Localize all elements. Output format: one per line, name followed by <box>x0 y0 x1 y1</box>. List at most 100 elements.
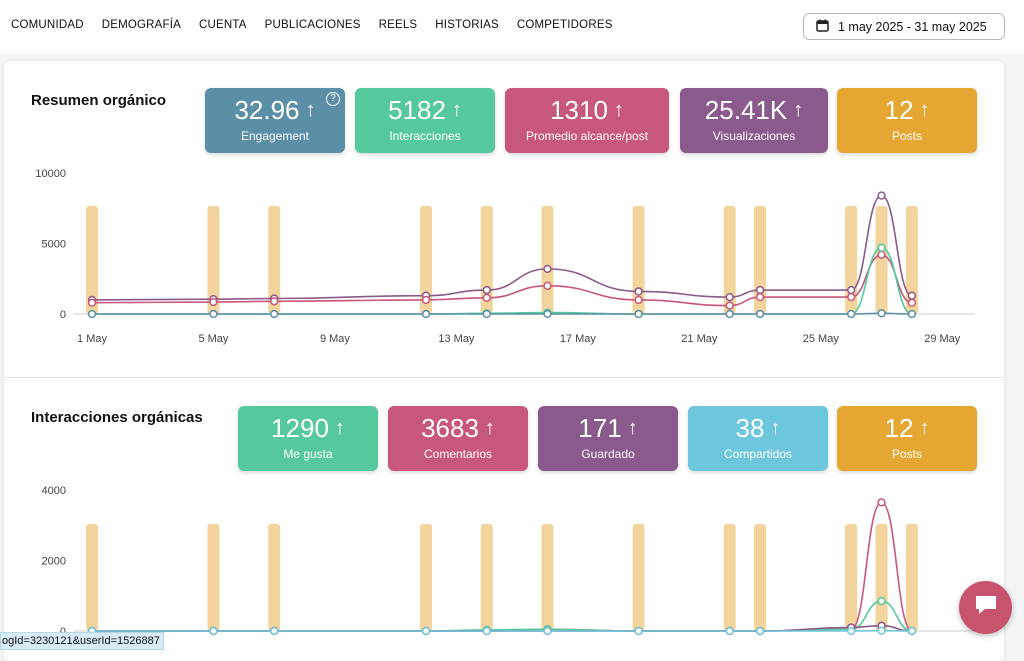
kpi-label: Compartidos <box>688 447 828 461</box>
tab-comunidad[interactable]: COMUNIDAD <box>11 19 84 31</box>
dashboard-card: Resumen orgánico 32.96↑ Engagement ? 518… <box>4 61 1004 661</box>
tab-competidores[interactable]: COMPETIDORES <box>517 19 613 31</box>
data-point <box>726 628 733 635</box>
data-point <box>423 628 430 635</box>
tab-reels[interactable]: REELS <box>379 19 418 31</box>
y-tick-label: 10000 <box>35 168 66 180</box>
kpi-me-gusta[interactable]: 1290↑ Me gusta <box>238 406 378 471</box>
help-icon[interactable]: ? <box>326 92 340 106</box>
top-navigation: COMUNIDAD DEMOGRAFÍA CUENTA PUBLICACIONE… <box>0 0 1024 54</box>
kpi-comentarios[interactable]: 3683↑ Comentarios <box>388 406 528 471</box>
data-point <box>757 287 764 294</box>
data-point <box>483 311 490 318</box>
calendar-icon <box>816 19 829 35</box>
y-tick-label: 2000 <box>42 556 66 568</box>
data-point <box>878 244 885 251</box>
arrow-up-icon: ↑ <box>335 413 345 443</box>
kpi-label: Posts <box>837 447 977 461</box>
data-point <box>848 294 855 301</box>
x-tick-label: 17 May <box>560 333 597 345</box>
data-point <box>271 628 278 635</box>
data-point <box>878 499 885 506</box>
data-point <box>726 311 733 318</box>
data-point <box>757 628 764 635</box>
kpi-promedio-alcance[interactable]: 1310↑ Promedio alcance/post <box>505 88 669 153</box>
x-tick-label: 5 May <box>198 333 228 345</box>
x-tick-label: 21 May <box>681 333 718 345</box>
post-bar <box>906 524 918 631</box>
kpi-guardado[interactable]: 171↑ Guardado <box>538 406 678 471</box>
arrow-up-icon: ↑ <box>919 413 929 443</box>
arrow-up-icon: ↑ <box>793 95 803 125</box>
post-bar <box>754 524 766 631</box>
data-point <box>757 311 764 318</box>
y-tick-label: 0 <box>60 309 66 321</box>
data-point <box>483 628 490 635</box>
kpi-label: Engagement <box>205 129 345 143</box>
arrow-up-icon: ↑ <box>770 413 780 443</box>
data-point <box>483 287 490 294</box>
data-point <box>848 628 855 635</box>
post-bar <box>207 524 219 631</box>
kpi-value: 5182 <box>388 95 446 125</box>
x-tick-label: 9 May <box>320 333 350 345</box>
data-point <box>878 251 885 258</box>
arrow-up-icon: ↑ <box>614 95 624 125</box>
kpi-engagement[interactable]: 32.96↑ Engagement ? <box>205 88 345 153</box>
data-point <box>210 311 217 318</box>
kpi-interacciones[interactable]: 5182↑ Interacciones <box>355 88 495 153</box>
data-point <box>726 294 733 301</box>
tab-cuenta[interactable]: CUENTA <box>199 19 247 31</box>
kpi-label: Visualizaciones <box>680 129 828 143</box>
y-tick-label: 5000 <box>42 239 66 251</box>
kpi-label: Posts <box>837 129 977 143</box>
kpi-label: Me gusta <box>238 447 378 461</box>
resumen-organico-title: Resumen orgánico <box>31 92 166 109</box>
arrow-up-icon: ↑ <box>485 413 495 443</box>
data-point <box>544 311 551 318</box>
post-bar <box>876 206 888 314</box>
arrow-up-icon: ↑ <box>306 95 316 125</box>
tab-demografia[interactable]: DEMOGRAFÍA <box>102 19 181 31</box>
post-bar <box>268 524 280 631</box>
kpi-label: Guardado <box>538 447 678 461</box>
tab-publicaciones[interactable]: PUBLICACIONES <box>265 19 361 31</box>
data-point <box>635 297 642 304</box>
post-bar <box>724 524 736 631</box>
data-point <box>635 628 642 635</box>
data-point <box>423 311 430 318</box>
kpi-compartidos[interactable]: 38↑ Compartidos <box>688 406 828 471</box>
nav-tabs: COMUNIDAD DEMOGRAFÍA CUENTA PUBLICACIONE… <box>11 19 613 31</box>
data-point <box>878 310 885 317</box>
kpi-posts-interacciones[interactable]: 12↑ Posts <box>837 406 977 471</box>
data-point <box>544 282 551 289</box>
section-divider <box>4 377 1004 378</box>
chat-bubble-icon <box>973 593 999 622</box>
kpi-value: 32.96 <box>234 95 299 125</box>
tab-historias[interactable]: HISTORIAS <box>435 19 499 31</box>
chat-button[interactable] <box>959 581 1012 634</box>
data-point <box>757 294 764 301</box>
post-bar <box>420 524 432 631</box>
kpi-value: 12 <box>885 95 914 125</box>
data-point <box>635 288 642 295</box>
kpi-label: Comentarios <box>388 447 528 461</box>
kpi-visualizaciones[interactable]: 25.41K↑ Visualizaciones <box>680 88 828 153</box>
interacciones-organicas-title: Interacciones orgánicas <box>31 409 203 426</box>
post-bar <box>542 206 554 314</box>
kpi-value: 25.41K <box>705 95 787 125</box>
data-point <box>909 311 916 318</box>
kpi-label: Promedio alcance/post <box>505 129 669 143</box>
data-point <box>909 299 916 306</box>
status-url-bar: ogId=3230121&userId=1526887 <box>0 632 164 650</box>
data-point <box>210 299 217 306</box>
kpi-posts[interactable]: 12↑ Posts <box>837 88 977 153</box>
x-tick-label: 25 May <box>803 333 840 345</box>
x-tick-label: 29 May <box>924 333 961 345</box>
date-range-picker[interactable]: 1 may 2025 - 31 may 2025 <box>803 13 1005 40</box>
data-point <box>423 297 430 304</box>
data-point <box>210 628 217 635</box>
data-point <box>909 628 916 635</box>
kpi-value: 3683 <box>421 413 479 443</box>
